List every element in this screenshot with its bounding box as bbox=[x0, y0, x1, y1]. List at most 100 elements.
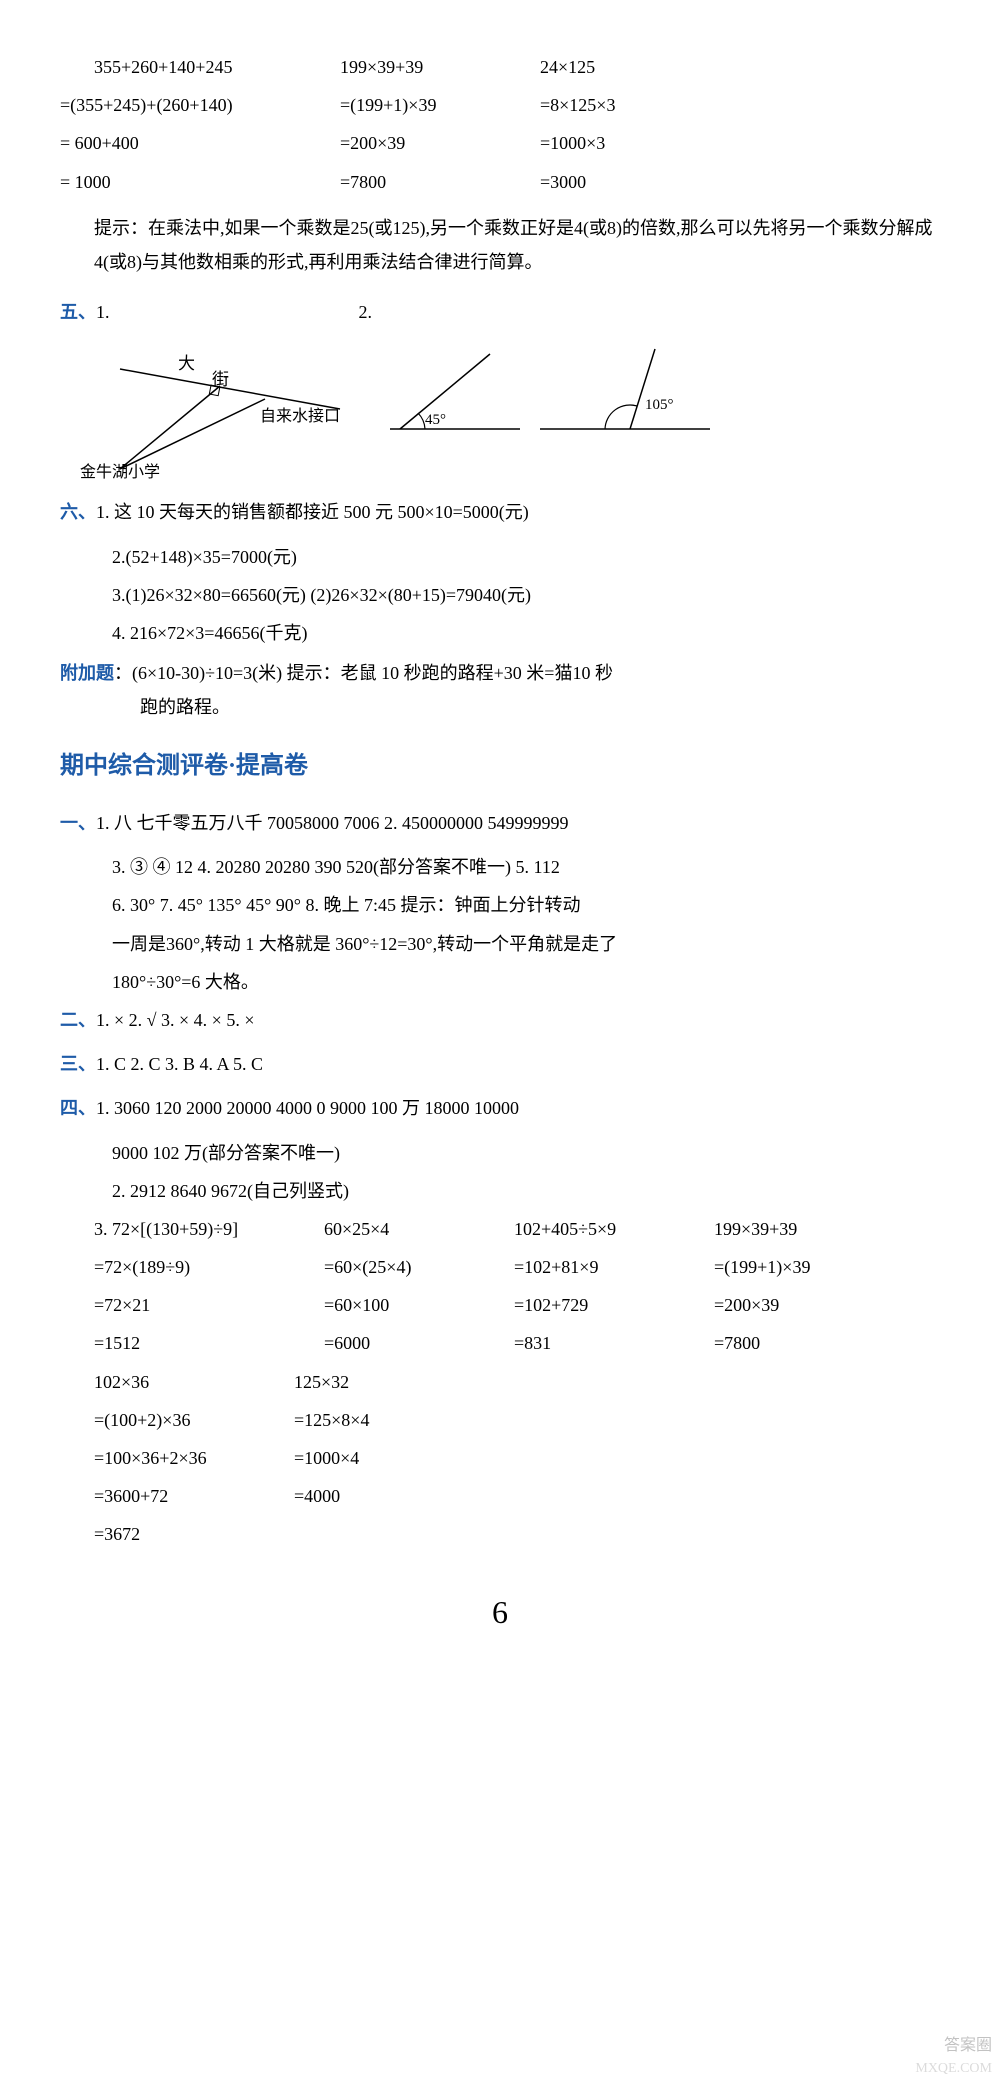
answer-line: 1. 这 10 天每天的销售额都接近 500 元 500×10=5000(元) bbox=[96, 502, 529, 522]
calc-cell: 102×36 bbox=[94, 1365, 294, 1399]
answer-line: 2.(52+148)×35=7000(元) bbox=[60, 540, 940, 574]
calc-row: =3600+72 =4000 bbox=[94, 1479, 940, 1513]
answer-line: 1. × 2. √ 3. × 4. × 5. × bbox=[96, 1010, 254, 1030]
calc-cell: 125×32 bbox=[294, 1365, 474, 1399]
answer-line: 4. 216×72×3=46656(千克) bbox=[60, 616, 940, 650]
calc-block-1: 355+260+140+245 199×39+39 24×125 =(355+2… bbox=[60, 50, 940, 199]
calc-cell: =3600+72 bbox=[94, 1479, 294, 1513]
label-outlet: 自来水接口 bbox=[260, 407, 340, 425]
p2-section-4: 四、1. 3060 120 2000 20000 4000 0 9000 100… bbox=[60, 1091, 940, 1208]
diagram-2: 45° bbox=[370, 339, 530, 449]
label-street2: 街 bbox=[212, 370, 229, 389]
calc-cell: =3672 bbox=[94, 1517, 294, 1551]
answer-line: 3. ③ ④ 12 4. 20280 20280 390 520(部分答案不唯一… bbox=[60, 850, 940, 884]
section-label-2: 二、 bbox=[60, 1010, 96, 1030]
answer-line: 6. 30° 7. 45° 135° 45° 90° 8. 晚上 7:45 提示… bbox=[60, 888, 940, 922]
bonus-section: 附加题：(6×10-30)÷10=3(米) 提示：老鼠 10 秒跑的路程+30 … bbox=[60, 656, 940, 724]
calc-cell: =100×36+2×36 bbox=[94, 1441, 294, 1475]
bonus-text: ：(6×10-30)÷10=3(米) 提示：老鼠 10 秒跑的路程+30 米=猫… bbox=[114, 663, 613, 683]
calc-cell: =72×(189÷9) bbox=[94, 1250, 324, 1284]
page-number: 6 bbox=[60, 1582, 940, 1643]
answer-line: 3.(1)26×32×80=66560(元) (2)26×32×(80+15)=… bbox=[60, 578, 940, 612]
calc-block-3: 3. 72×[(130+59)÷9] 60×25×4 102+405÷5×9 1… bbox=[60, 1212, 940, 1361]
calc-cell: =(199+1)×39 bbox=[340, 88, 540, 122]
calc-cell: =(100+2)×36 bbox=[94, 1403, 294, 1437]
calc-cell: =200×39 bbox=[340, 126, 540, 160]
calc-cell: =8×125×3 bbox=[540, 88, 720, 122]
calc-cell: 102+405÷5×9 bbox=[514, 1212, 714, 1246]
calc-cell: =125×8×4 bbox=[294, 1403, 474, 1437]
p2-section-3: 三、1. C 2. C 3. B 4. A 5. C bbox=[60, 1047, 940, 1081]
q-num: 1. bbox=[96, 302, 110, 322]
calc-block-4: 102×36 125×32 =(100+2)×36 =125×8×4 =100×… bbox=[60, 1365, 940, 1552]
calc-cell: =60×(25×4) bbox=[324, 1250, 514, 1284]
calc-cell: =60×100 bbox=[324, 1288, 514, 1322]
calc-cell: =(199+1)×39 bbox=[714, 1250, 894, 1284]
calc-cell: =1000×3 bbox=[540, 126, 720, 160]
section-label-6: 六、 bbox=[60, 502, 96, 522]
watermark-url: MXQE.COM bbox=[915, 2056, 992, 2083]
calc-row: = 600+400 =200×39 =1000×3 bbox=[60, 126, 940, 160]
calc-cell: =1000×4 bbox=[294, 1441, 474, 1475]
label-school: 金牛湖小学 bbox=[80, 463, 160, 479]
label-45: 45° bbox=[425, 412, 446, 428]
section-6: 六、1. 这 10 天每天的销售额都接近 500 元 500×10=5000(元… bbox=[60, 495, 940, 650]
calc-cell: =4000 bbox=[294, 1479, 474, 1513]
answer-line: 9000 102 万(部分答案不唯一) bbox=[60, 1136, 940, 1170]
answer-line: 1. 八 七千零五万八千 70058000 7006 2. 450000000 … bbox=[96, 813, 569, 833]
calc-cell: 24×125 bbox=[540, 50, 720, 84]
diagram-3: 105° bbox=[530, 339, 730, 449]
bonus-text2: 跑的路程。 bbox=[60, 690, 940, 724]
calc-row: =100×36+2×36 =1000×4 bbox=[94, 1441, 940, 1475]
calc-row: =72×(189÷9) =60×(25×4) =102+81×9 =(199+1… bbox=[94, 1250, 940, 1284]
calc-row: =1512 =6000 =831 =7800 bbox=[94, 1326, 940, 1360]
calc-cell: 199×39+39 bbox=[714, 1212, 894, 1246]
calc-row: =72×21 =60×100 =102+729 =200×39 bbox=[94, 1288, 940, 1322]
calc-row: =(100+2)×36 =125×8×4 bbox=[94, 1403, 940, 1437]
calc-cell: =102+729 bbox=[514, 1288, 714, 1322]
section-title: 期中综合测评卷·提高卷 bbox=[60, 744, 940, 790]
calc-cell: 355+260+140+245 bbox=[60, 50, 340, 84]
tip-text: 提示：在乘法中,如果一个乘数是25(或125),另一个乘数正好是4(或8)的倍数… bbox=[60, 211, 940, 279]
calc-cell: =3000 bbox=[540, 165, 720, 199]
section-label-5: 五、 bbox=[60, 302, 96, 322]
section-label-4: 四、 bbox=[60, 1098, 96, 1118]
calc-cell: = 600+400 bbox=[60, 126, 340, 160]
label-street: 大 bbox=[178, 354, 195, 373]
answer-line: 2. 2912 8640 9672(自己列竖式) bbox=[60, 1174, 940, 1208]
q-num: 2. bbox=[359, 302, 373, 322]
calc-row: 355+260+140+245 199×39+39 24×125 bbox=[60, 50, 940, 84]
section-label-3: 三、 bbox=[60, 1054, 96, 1074]
answer-line: 1. C 2. C 3. B 4. A 5. C bbox=[96, 1054, 263, 1074]
calc-row: =3672 bbox=[94, 1517, 940, 1551]
calc-cell: =7800 bbox=[340, 165, 540, 199]
calc-cell: =831 bbox=[514, 1326, 714, 1360]
label-105: 105° bbox=[645, 397, 674, 413]
answer-line: 180°÷30°=6 大格。 bbox=[60, 965, 940, 999]
calc-row: 102×36 125×32 bbox=[94, 1365, 940, 1399]
section-label-1: 一、 bbox=[60, 813, 96, 833]
calc-cell: = 1000 bbox=[60, 165, 340, 199]
calc-cell: 3. 72×[(130+59)÷9] bbox=[94, 1212, 324, 1246]
section-5: 五、1. 2. bbox=[60, 295, 940, 329]
calc-cell: =6000 bbox=[324, 1326, 514, 1360]
diagram-row: 大 街 自来水接口 金牛湖小学 45° 105° bbox=[60, 339, 940, 479]
p2-section-2: 二、1. × 2. √ 3. × 4. × 5. × bbox=[60, 1003, 940, 1037]
calc-cell: 199×39+39 bbox=[340, 50, 540, 84]
diagram-1: 大 街 自来水接口 金牛湖小学 bbox=[80, 339, 370, 479]
calc-row: =(355+245)+(260+140) =(199+1)×39 =8×125×… bbox=[60, 88, 940, 122]
calc-cell: =(355+245)+(260+140) bbox=[60, 88, 340, 122]
calc-cell: =72×21 bbox=[94, 1288, 324, 1322]
p2-section-1: 一、1. 八 七千零五万八千 70058000 7006 2. 45000000… bbox=[60, 806, 940, 999]
calc-cell: =1512 bbox=[94, 1326, 324, 1360]
answer-line: 一周是360°,转动 1 大格就是 360°÷12=30°,转动一个平角就是走了 bbox=[60, 927, 940, 961]
calc-row: = 1000 =7800 =3000 bbox=[60, 165, 940, 199]
calc-cell: =200×39 bbox=[714, 1288, 894, 1322]
bonus-label: 附加题 bbox=[60, 663, 114, 683]
calc-cell bbox=[294, 1517, 474, 1551]
calc-cell: =7800 bbox=[714, 1326, 894, 1360]
answer-line: 1. 3060 120 2000 20000 4000 0 9000 100 万… bbox=[96, 1098, 519, 1118]
calc-cell: 60×25×4 bbox=[324, 1212, 514, 1246]
calc-cell: =102+81×9 bbox=[514, 1250, 714, 1284]
calc-row: 3. 72×[(130+59)÷9] 60×25×4 102+405÷5×9 1… bbox=[94, 1212, 940, 1246]
